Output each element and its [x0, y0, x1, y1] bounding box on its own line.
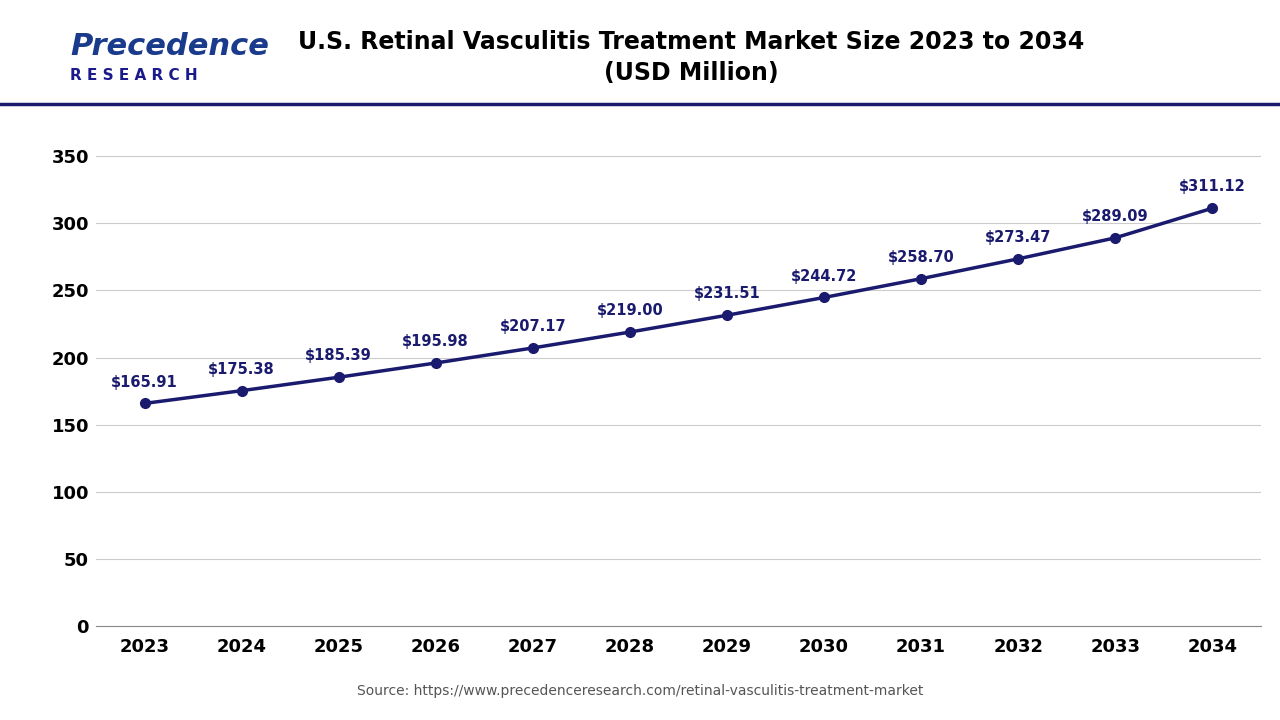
Text: $175.38: $175.38 [209, 362, 275, 377]
Text: $195.98: $195.98 [402, 334, 468, 349]
Text: $219.00: $219.00 [596, 303, 663, 318]
Text: $311.12: $311.12 [1179, 179, 1245, 194]
Text: R E S E A R C H: R E S E A R C H [70, 68, 198, 83]
Text: $289.09: $289.09 [1082, 209, 1148, 224]
Text: $165.91: $165.91 [111, 374, 178, 390]
Text: Source: https://www.precedenceresearch.com/retinal-vasculitis-treatment-market: Source: https://www.precedenceresearch.c… [357, 685, 923, 698]
Text: $244.72: $244.72 [791, 269, 858, 284]
Text: $207.17: $207.17 [499, 319, 566, 334]
Text: Precedence: Precedence [70, 32, 269, 61]
Text: $273.47: $273.47 [984, 230, 1051, 245]
Text: $258.70: $258.70 [888, 250, 955, 265]
Text: $231.51: $231.51 [694, 287, 760, 302]
Text: U.S. Retinal Vasculitis Treatment Market Size 2023 to 2034
(USD Million): U.S. Retinal Vasculitis Treatment Market… [298, 30, 1084, 86]
Text: $185.39: $185.39 [306, 348, 372, 364]
